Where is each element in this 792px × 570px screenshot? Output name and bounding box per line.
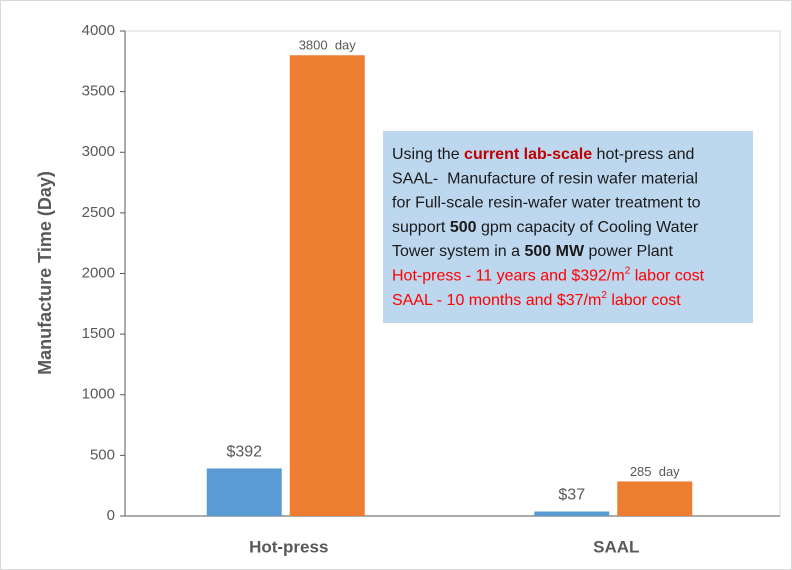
y-tick-label: 4000 — [82, 22, 115, 39]
annotation-text: labor cost — [607, 292, 681, 309]
annotation-text: 2 — [601, 290, 607, 301]
annotation-text: SAAL - 10 months and $37/m — [392, 292, 601, 309]
bar — [289, 55, 365, 516]
y-tick-label: 2000 — [82, 264, 115, 281]
annotation-text: Using the — [392, 146, 464, 163]
annotation-line: for Full-scale resin-wafer water treatme… — [392, 195, 701, 212]
annotation-text: 2 — [625, 266, 631, 277]
y-tick-label: 1000 — [82, 386, 115, 403]
annotation-text: 500 MW — [524, 243, 584, 260]
annotation-text: hot-press and — [592, 146, 694, 163]
annotation-text: labor cost — [630, 268, 704, 285]
annotation-line: Tower system in a 500 MW power Plant — [392, 243, 674, 260]
annotation-line: SAAL- Manufacture of resin wafer materia… — [392, 171, 698, 188]
x-tick-label: SAAL — [593, 537, 639, 556]
annotation-line: support 500 gpm capacity of Cooling Wate… — [392, 219, 699, 236]
annotation-box — [383, 131, 753, 323]
annotation-text: current lab-scale — [464, 146, 592, 163]
y-axis-title: Manufacture Time (Day) — [35, 171, 55, 375]
annotation-text: SAAL- Manufacture of resin wafer materia… — [392, 171, 698, 188]
y-tick-label: 3500 — [82, 83, 115, 100]
annotation-line: SAAL - 10 months and $37/m2 labor cost — [392, 290, 681, 309]
annotation-line: Hot-press - 11 years and $392/m2 labor c… — [392, 266, 705, 285]
annotation-text: Tower system in a — [392, 243, 524, 260]
annotation-text: gpm capacity of Cooling Water — [477, 219, 699, 236]
annotation-text: for Full-scale resin-wafer water treatme… — [392, 195, 701, 212]
y-tick-label: 500 — [90, 446, 115, 463]
annotation-line: Using the current lab-scale hot-press an… — [392, 146, 694, 163]
annotation-text: 500 — [450, 219, 477, 236]
y-tick-label: 3000 — [82, 143, 115, 160]
x-tick-label: Hot-press — [249, 537, 328, 556]
bar — [617, 481, 693, 516]
value-label: 285 day — [630, 464, 680, 479]
value-label: $37 — [558, 487, 585, 504]
bar — [534, 511, 610, 516]
value-label: $392 — [226, 444, 262, 461]
y-tick-label: 2500 — [82, 204, 115, 221]
bar — [206, 468, 282, 516]
annotation-text: Hot-press - 11 years and $392/m — [392, 268, 625, 285]
y-tick-label: 0 — [107, 507, 115, 524]
y-tick-label: 1500 — [82, 325, 115, 342]
value-label: 3800 day — [299, 38, 357, 53]
annotation-text: power Plant — [584, 243, 673, 260]
annotation-text: support — [392, 219, 450, 236]
